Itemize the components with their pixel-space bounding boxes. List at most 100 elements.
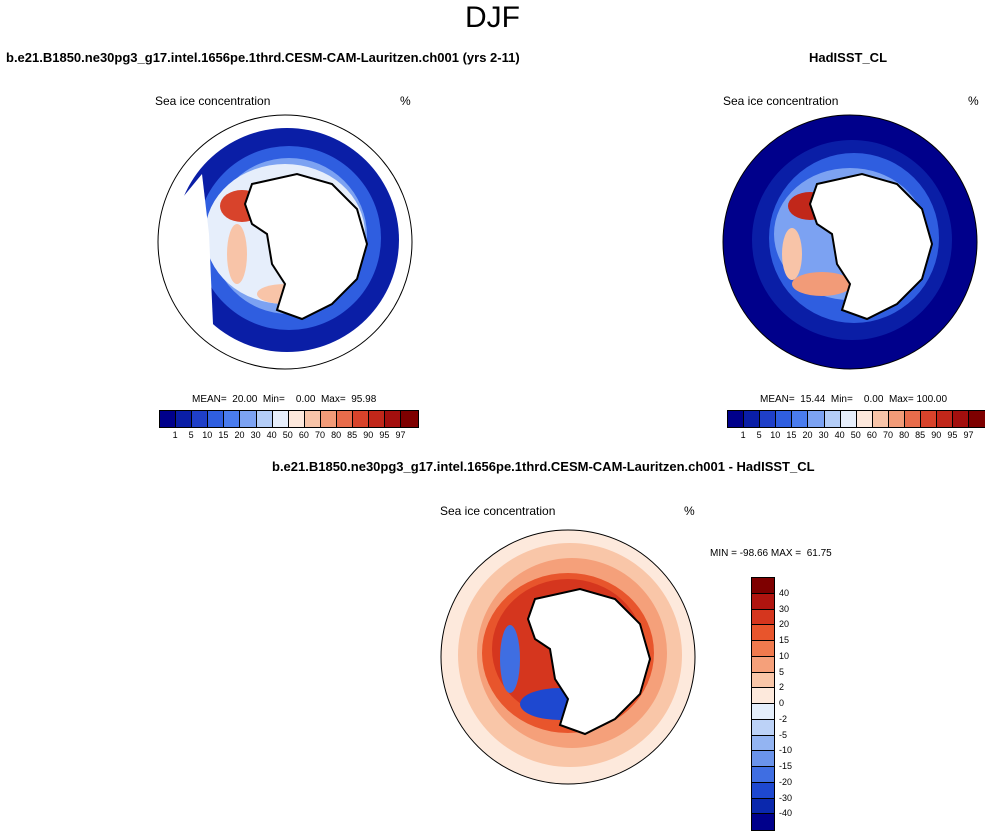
colorbar-box	[288, 411, 305, 427]
colorbar-tick-label: -30	[779, 792, 793, 803]
colorbar-box	[752, 609, 774, 626]
colorbar-box	[353, 411, 370, 427]
colorbar-tick-label: 80	[331, 430, 342, 440]
obs-case-title: HadISST_CL	[809, 50, 888, 65]
colorbar-box	[369, 411, 386, 427]
colorbar-tick-label: -2	[779, 713, 788, 724]
colorbar-box	[385, 411, 402, 427]
colorbar-tick-label: 5	[756, 430, 762, 440]
diff-polar-map	[440, 529, 696, 785]
colorbar-box	[905, 411, 922, 427]
colorbar-box	[792, 411, 809, 427]
colorbar-box	[176, 411, 193, 427]
colorbar-box	[752, 782, 774, 799]
colorbar-box	[752, 641, 774, 657]
model-case-title: b.e21.B1850.ne30pg3_g17.intel.1656pe.1th…	[6, 50, 520, 65]
obs-units-label: %	[968, 94, 979, 108]
colorbar-box	[752, 593, 774, 610]
colorbar-tick-label: 60	[866, 430, 877, 440]
colorbar-box	[921, 411, 938, 427]
colorbar-tick-label: -10	[779, 745, 793, 756]
colorbar-tick-label: 90	[363, 430, 374, 440]
colorbar-box	[752, 798, 774, 815]
colorbar-box	[752, 735, 774, 752]
colorbar-tick-label: 97	[963, 430, 974, 440]
colorbar-box	[304, 411, 321, 427]
colorbar-box	[872, 411, 889, 427]
colorbar-box	[752, 656, 774, 673]
colorbar-box	[969, 411, 985, 427]
colorbar-box	[840, 411, 857, 427]
colorbar-box	[808, 411, 825, 427]
model-units-label: %	[400, 94, 411, 108]
colorbar-box	[752, 704, 774, 720]
diff-colorbar	[751, 577, 775, 831]
colorbar-box	[256, 411, 273, 427]
colorbar-tick-label: 1	[740, 430, 746, 440]
colorbar-tick-label: -15	[779, 761, 793, 771]
colorbar-tick-label: 10	[770, 430, 781, 440]
diff-units-label: %	[684, 504, 695, 518]
colorbar-box	[937, 411, 954, 427]
diff-case-title: b.e21.B1850.ne30pg3_g17.intel.1656pe.1th…	[272, 459, 815, 474]
colorbar-tick-label: 0	[779, 698, 785, 708]
colorbar-box	[224, 411, 241, 427]
colorbar-box	[208, 411, 225, 427]
colorbar-box	[752, 625, 774, 641]
colorbar-box	[856, 411, 873, 427]
colorbar-box	[160, 411, 177, 427]
colorbar-tick-label: -40	[779, 808, 793, 819]
colorbar-tick-label: 20	[234, 430, 245, 440]
colorbar-tick-label: 50	[850, 430, 861, 440]
colorbar-box	[752, 814, 774, 830]
colorbar-tick-label: 15	[786, 430, 797, 440]
colorbar-box	[401, 411, 418, 427]
diff-stats: MIN = -98.66 MAX = 61.75	[710, 548, 832, 559]
colorbar-box	[728, 411, 745, 427]
colorbar-tick-label: 80	[899, 430, 910, 440]
colorbar-tick-label: 95	[947, 430, 958, 440]
model-colorbar	[159, 410, 419, 428]
colorbar-tick-label: 20	[802, 430, 813, 440]
colorbar-tick-label: 15	[779, 635, 790, 645]
colorbar-box	[752, 578, 774, 594]
colorbar-tick-label: 10	[779, 650, 790, 661]
colorbar-tick-label: 30	[779, 603, 790, 614]
colorbar-box	[752, 672, 774, 689]
model-stats: MEAN= 20.00 Min= 0.00 Max= 95.98	[192, 394, 377, 405]
page-title: DJF	[465, 1, 520, 34]
colorbar-box	[744, 411, 761, 427]
colorbar-tick-label: 30	[818, 430, 829, 440]
colorbar-tick-label: 85	[915, 430, 926, 440]
colorbar-box	[272, 411, 289, 427]
obs-polar-map	[722, 114, 978, 370]
model-polar-map	[157, 114, 413, 370]
obs-stats: MEAN= 15.44 Min= 0.00 Max= 100.00	[760, 394, 948, 405]
colorbar-tick-label: 40	[266, 430, 277, 440]
colorbar-box	[337, 411, 354, 427]
colorbar-box	[953, 411, 970, 427]
colorbar-tick-label: 40	[779, 587, 790, 598]
colorbar-tick-label: 5	[779, 666, 785, 677]
colorbar-tick-label: 70	[314, 430, 326, 440]
colorbar-box	[824, 411, 841, 427]
colorbar-tick-label: 2	[779, 682, 785, 693]
colorbar-tick-label: 30	[250, 430, 261, 440]
colorbar-box	[776, 411, 793, 427]
colorbar-tick-label: 20	[779, 619, 790, 630]
colorbar-box	[760, 411, 777, 427]
colorbar-box	[752, 767, 774, 783]
diff-variable-label: Sea ice concentration	[440, 504, 556, 518]
colorbar-tick-label: 97	[395, 430, 406, 440]
obs-variable-label: Sea ice concentration	[723, 94, 839, 108]
obs-colorbar	[727, 410, 985, 428]
colorbar-box	[752, 719, 774, 736]
colorbar-tick-label: 1	[172, 430, 178, 440]
colorbar-tick-label: 50	[282, 430, 293, 440]
colorbar-tick-label: 90	[931, 430, 942, 440]
colorbar-box	[752, 688, 774, 704]
colorbar-tick-label: 40	[834, 430, 845, 440]
diff-colorbar-labels: 40 30 20 15 10 5 2 0 -2 -5 -10 -15 -20 -30 -40	[779, 577, 809, 831]
colorbar-tick-label: 70	[882, 430, 894, 440]
colorbar-tick-label: -5	[779, 729, 788, 740]
